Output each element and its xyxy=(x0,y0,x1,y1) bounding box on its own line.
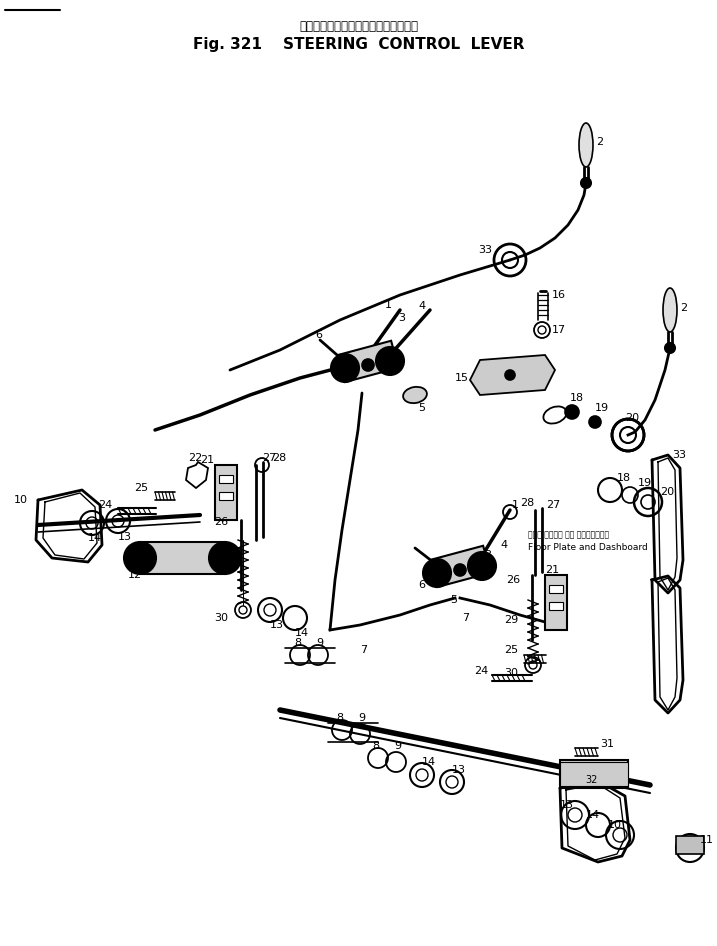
Text: 2: 2 xyxy=(680,303,687,313)
Text: 1: 1 xyxy=(385,300,392,310)
Text: 28: 28 xyxy=(520,498,534,508)
Text: 30: 30 xyxy=(214,613,228,623)
Text: 27: 27 xyxy=(262,453,276,463)
Text: 14: 14 xyxy=(422,757,436,767)
Text: 14: 14 xyxy=(586,810,600,820)
Text: 4: 4 xyxy=(500,540,507,550)
Text: 20: 20 xyxy=(660,487,674,497)
Bar xyxy=(560,762,628,786)
Text: 31: 31 xyxy=(600,739,614,749)
Text: 14: 14 xyxy=(295,628,309,638)
Text: 5: 5 xyxy=(450,595,457,605)
Text: 26: 26 xyxy=(214,517,228,527)
Text: 8: 8 xyxy=(336,713,343,723)
Text: 24: 24 xyxy=(98,500,112,510)
Text: 1: 1 xyxy=(512,500,519,510)
Text: 25: 25 xyxy=(134,483,148,493)
Text: 26: 26 xyxy=(506,575,520,585)
Text: ステアリング　コントロール　レバー: ステアリング コントロール レバー xyxy=(299,20,418,32)
Text: 12: 12 xyxy=(128,570,142,580)
Text: 21: 21 xyxy=(200,455,214,465)
Bar xyxy=(219,492,233,500)
Text: 13: 13 xyxy=(270,620,284,630)
Bar xyxy=(140,542,225,574)
Circle shape xyxy=(505,370,515,380)
Text: 13: 13 xyxy=(452,765,466,775)
Text: 32: 32 xyxy=(586,775,598,785)
Text: 3: 3 xyxy=(484,550,491,560)
Text: 29: 29 xyxy=(214,555,228,565)
Circle shape xyxy=(581,178,591,188)
Text: 24: 24 xyxy=(474,666,488,676)
Circle shape xyxy=(468,552,496,580)
Text: 21: 21 xyxy=(545,565,559,575)
Text: Fig. 321    STEERING  CONTROL  LEVER: Fig. 321 STEERING CONTROL LEVER xyxy=(193,37,524,51)
Circle shape xyxy=(589,416,601,428)
Text: 33: 33 xyxy=(478,245,492,255)
Text: 19: 19 xyxy=(595,403,609,413)
Bar xyxy=(549,602,563,610)
Circle shape xyxy=(665,343,675,353)
Bar xyxy=(545,575,567,630)
Circle shape xyxy=(565,405,579,419)
Bar xyxy=(549,585,563,593)
Text: 27: 27 xyxy=(546,500,560,510)
Text: 3: 3 xyxy=(398,313,405,323)
Text: 30: 30 xyxy=(504,668,518,678)
Text: 8: 8 xyxy=(372,741,379,751)
Text: 33: 33 xyxy=(672,450,686,460)
Text: 7: 7 xyxy=(360,645,367,655)
Text: 6: 6 xyxy=(315,330,322,340)
Text: 13: 13 xyxy=(118,532,132,542)
Bar xyxy=(219,475,233,483)
Circle shape xyxy=(362,359,374,371)
Text: 20: 20 xyxy=(625,413,639,423)
Text: 13: 13 xyxy=(560,800,574,810)
Circle shape xyxy=(209,542,241,574)
Text: 9: 9 xyxy=(394,741,401,751)
Bar xyxy=(676,836,704,854)
Text: 10: 10 xyxy=(608,820,622,830)
Ellipse shape xyxy=(579,123,593,167)
Text: 6: 6 xyxy=(418,580,425,590)
Ellipse shape xyxy=(663,288,677,332)
Text: 9: 9 xyxy=(316,638,323,648)
Circle shape xyxy=(454,564,466,576)
Text: 8: 8 xyxy=(294,638,301,648)
Bar xyxy=(338,341,399,382)
Text: 28: 28 xyxy=(272,453,286,463)
Text: 5: 5 xyxy=(418,403,425,413)
Bar xyxy=(215,465,237,520)
Circle shape xyxy=(423,559,451,587)
Text: 4: 4 xyxy=(418,301,425,311)
Circle shape xyxy=(124,542,156,574)
Text: 18: 18 xyxy=(617,473,631,483)
Circle shape xyxy=(376,347,404,375)
Text: 17: 17 xyxy=(552,325,566,335)
Text: 19: 19 xyxy=(638,478,652,488)
Text: 16: 16 xyxy=(552,290,566,300)
Text: 11: 11 xyxy=(700,835,714,845)
Text: フロア プレート 及び ダッシュボード: フロア プレート 及び ダッシュボード xyxy=(528,531,609,539)
Text: 10: 10 xyxy=(14,495,28,505)
Polygon shape xyxy=(470,355,555,395)
Text: 2: 2 xyxy=(596,137,603,147)
Bar xyxy=(430,546,490,587)
Text: 25: 25 xyxy=(504,645,518,655)
Text: 15: 15 xyxy=(455,373,469,383)
Circle shape xyxy=(331,354,359,382)
Text: 22: 22 xyxy=(188,453,202,463)
Text: 14: 14 xyxy=(88,533,102,543)
Ellipse shape xyxy=(403,387,427,403)
Bar xyxy=(560,760,628,788)
Text: 18: 18 xyxy=(570,393,584,403)
Text: 9: 9 xyxy=(358,713,365,723)
Text: 7: 7 xyxy=(462,613,469,623)
Text: Floor Plate and Dashboard: Floor Plate and Dashboard xyxy=(528,544,647,552)
Text: 29: 29 xyxy=(504,615,518,625)
